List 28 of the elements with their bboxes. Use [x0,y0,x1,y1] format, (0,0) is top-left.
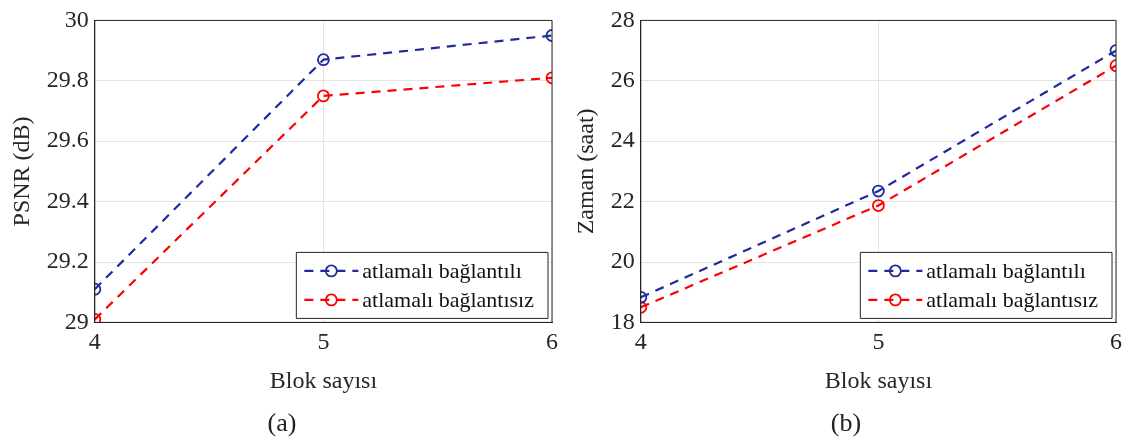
y-tick-label: 29.6 [46,126,89,153]
x-tick-label: 5 [317,328,330,355]
x-tick-label: 4 [88,328,101,355]
legend-label: atlamalı bağlantılı [926,257,1086,283]
legend-label: atlamalı bağlantılı [362,257,522,283]
text: (b) [829,408,863,438]
x-tick-label: 5 [872,328,885,355]
y-tick-label: 29.2 [46,247,89,274]
y-tick-label: 20 [610,247,635,274]
text: (a) [266,408,298,438]
y-tick-label: 29.8 [46,66,89,93]
x-tick-label: 4 [634,328,647,355]
y-tick-label: 28 [610,5,635,32]
y-axis-title: Zaman (saat) [571,108,598,235]
x-axis-title: Blok sayısı [824,366,933,393]
y-tick-label: 26 [610,66,635,93]
y-tick-label: 24 [610,126,635,153]
legend-label: atlamalı bağlantısız [362,286,535,312]
y-axis-title: PSNR (dB) [7,116,34,227]
y-tick-label: 18 [610,307,635,334]
y-tick-label: 29.4 [46,186,89,213]
y-tick-label: 30 [64,5,89,32]
y-tick-label: 29 [64,307,89,334]
x-axis-title: Blok sayısı [269,366,378,393]
y-tick-label: 22 [610,186,635,213]
x-tick-label: 6 [1110,328,1122,355]
x-tick-label: 6 [546,328,558,355]
legend-label: atlamalı bağlantısız [926,286,1099,312]
